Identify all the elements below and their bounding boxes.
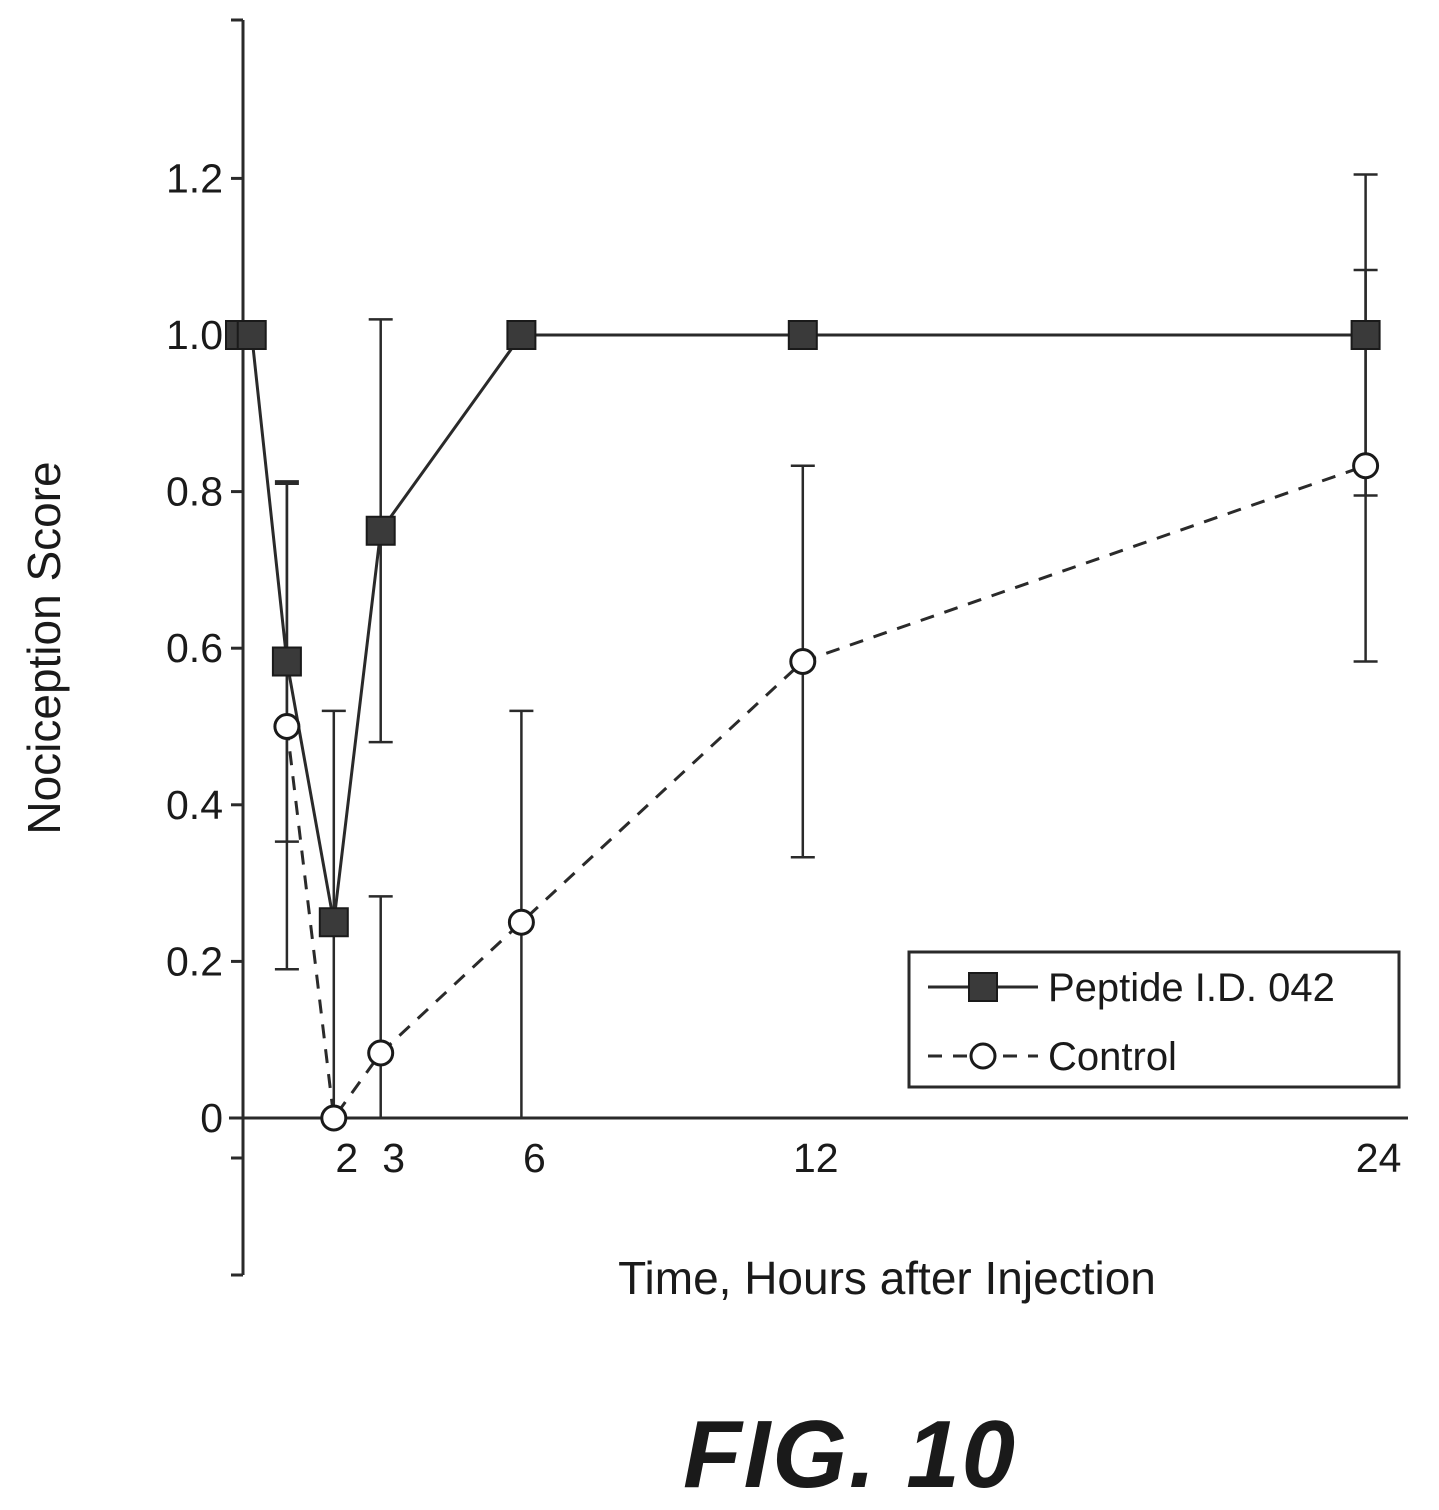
legend: Peptide I.D. 042 Control [907, 950, 1401, 1089]
peptide-marker-7 [1350, 320, 1381, 350]
y-tick-label-1: 0.2 [166, 938, 223, 984]
y-tick-label-6: 1.2 [166, 155, 223, 201]
x-tick-label-1: 3 [382, 1135, 405, 1181]
y-tick-label-5: 1.0 [166, 312, 223, 358]
legend-peptide-label: Peptide I.D. 042 [1048, 966, 1335, 1010]
peptide-marker-4 [365, 515, 396, 546]
series-line-control [285, 464, 1367, 1122]
control-marker-1 [320, 1104, 348, 1132]
axes-layer [229, 18, 1408, 1277]
control-marker-0 [273, 713, 301, 740]
y-tick-label-4: 0.8 [166, 469, 223, 515]
control-marker-4 [789, 648, 817, 676]
peptide-marker-5 [506, 320, 537, 350]
series-line-peptide [240, 333, 1366, 923]
series-lines-layer [240, 333, 1367, 1122]
x-tick-label-3: 12 [793, 1135, 839, 1181]
y-tick-label-0: 0 [200, 1095, 223, 1141]
markers-layer [225, 320, 1381, 1132]
labels-layer: 0 0.2 0.4 0.6 0.8 1.0 1.2 2 3 6 12 24 Nociception Sc… [18, 155, 1401, 1304]
control-marker-3 [507, 908, 535, 936]
control-marker-2 [367, 1039, 395, 1067]
legend-peptide-marker [968, 972, 998, 1002]
x-tick-label-2: 6 [523, 1135, 546, 1181]
y-tick-label-2: 0.4 [166, 782, 223, 828]
x-tick-label-0: 2 [335, 1135, 358, 1181]
peptide-marker-6 [787, 320, 818, 350]
peptide-marker-2 [271, 646, 302, 677]
peptide-marker-1 [236, 320, 267, 350]
legend-control-label: Control [1048, 1035, 1177, 1079]
y-axis-title: Nociception Score [18, 461, 70, 834]
x-axis-title: Time, Hours after Injection [618, 1252, 1156, 1304]
y-tick-label-3: 0.6 [166, 625, 223, 671]
peptide-marker-3 [318, 907, 349, 938]
control-marker-5 [1352, 452, 1380, 480]
x-tick-label-4: 24 [1356, 1135, 1402, 1181]
legend-control-marker [969, 1042, 997, 1070]
figure-caption: FIG. 10 [682, 1401, 1018, 1508]
